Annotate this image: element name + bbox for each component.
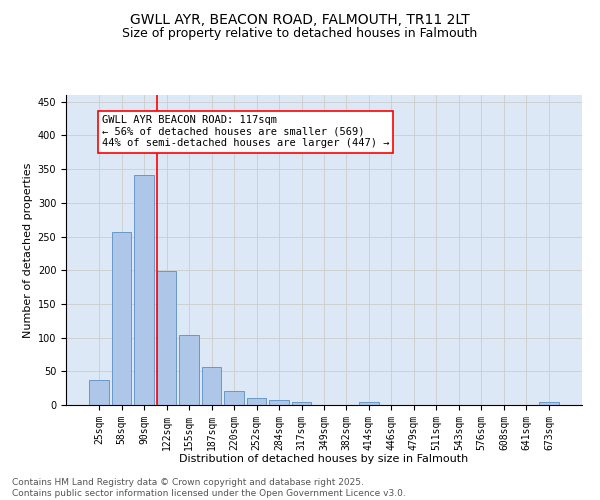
Text: Size of property relative to detached houses in Falmouth: Size of property relative to detached ho… [122, 28, 478, 40]
Bar [539, 402, 559, 405]
Bar [89, 380, 109, 405]
Bar [112, 232, 131, 405]
Bar [247, 398, 266, 405]
Text: Contains HM Land Registry data © Crown copyright and database right 2025.
Contai: Contains HM Land Registry data © Crown c… [12, 478, 406, 498]
Text: GWLL AYR, BEACON ROAD, FALMOUTH, TR11 2LT: GWLL AYR, BEACON ROAD, FALMOUTH, TR11 2L… [130, 12, 470, 26]
Bar [157, 271, 176, 405]
Bar [202, 368, 221, 405]
Y-axis label: Number of detached properties: Number of detached properties [23, 162, 34, 338]
X-axis label: Distribution of detached houses by size in Falmouth: Distribution of detached houses by size … [179, 454, 469, 464]
Bar [224, 391, 244, 405]
Bar [359, 402, 379, 405]
Bar [179, 335, 199, 405]
Bar [292, 402, 311, 405]
Bar [269, 400, 289, 405]
Text: GWLL AYR BEACON ROAD: 117sqm
← 56% of detached houses are smaller (569)
44% of s: GWLL AYR BEACON ROAD: 117sqm ← 56% of de… [102, 115, 389, 148]
Bar [134, 174, 154, 405]
